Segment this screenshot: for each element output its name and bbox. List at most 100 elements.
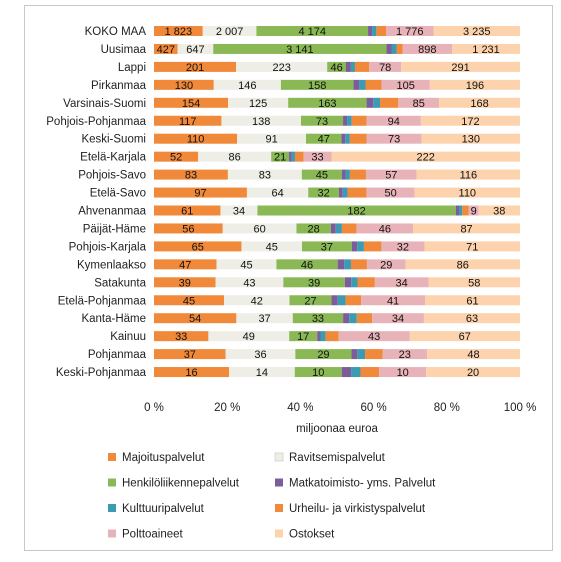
bar-segment [246,187,309,198]
data-label: 2 007 [216,26,244,38]
data-label: 3 141 [286,44,314,56]
data-label: 85 [413,98,425,110]
bar-segment [154,313,237,324]
bar-segment [154,331,209,342]
bar-segment [154,295,225,306]
legend-label: Ostokset [289,529,335,541]
data-label: 61 [181,206,193,218]
data-label: 78 [379,62,391,74]
data-label: 16 [185,367,197,379]
bar-segment [288,97,367,108]
bar-segment [468,205,479,216]
bar-segment [154,277,216,288]
bar-segment [396,43,403,54]
bar-segment [381,79,430,90]
data-label: 73 [316,116,328,128]
bar-segment [369,61,402,72]
category-label: Pohjois-Savo [78,170,146,182]
bar-segment [236,61,328,72]
x-tick-label: 0 % [144,402,164,414]
data-label: 41 [387,295,399,307]
bar-segment [343,115,348,126]
data-label: 67 [459,331,471,343]
bar-segment [294,367,342,378]
data-label: 63 [466,313,478,325]
bar-segment [221,115,301,126]
bar-segment [222,223,297,234]
bar-segment [347,187,367,198]
bar-segment [198,151,272,162]
bar-segment [308,187,339,198]
data-label: 61 [466,295,478,307]
bar-segment [353,79,360,90]
bar-segment [154,61,237,72]
data-label: 130 [175,80,193,92]
bar-segment [351,277,358,288]
bar-segment [154,349,226,360]
bar-segment [372,26,377,36]
data-label: 4 174 [298,26,326,38]
data-label: 49 [243,331,255,343]
data-label: 21 [274,152,286,164]
bar-segment [381,241,425,252]
bar-segment [291,151,295,162]
data-label: 10 [312,367,324,379]
data-label: 117 [179,116,197,128]
legend: Majoituspalvelut Ravitsemispalvelut Henkil… [108,452,436,541]
bar-segment [368,26,373,36]
data-label: 154 [182,98,200,110]
category-label: Etelä-Karjala [80,152,146,164]
bar-segment [216,259,277,270]
category-label: Etelä-Savo [90,188,146,200]
data-label: 32 [397,241,409,253]
bar-segment [317,331,321,342]
bar-segment [385,26,434,36]
bar-segment [241,241,303,252]
bar-segment [361,295,425,306]
category-label: Pohjois-Karjala [69,241,147,253]
data-label: 94 [388,116,400,128]
data-label: 38 [493,206,505,218]
data-label: 34 [396,277,408,289]
category-label: Päijät-Häme [83,223,146,235]
bar-segment [227,169,302,180]
bar-segment [459,205,463,216]
data-label: 54 [189,313,201,325]
data-label: 47 [318,134,330,146]
data-label: 33 [311,152,323,164]
bar-segment [215,277,284,288]
bar-segment [380,97,399,108]
data-label: 42 [251,295,263,307]
bar-segment [296,223,331,234]
bar-segment [402,43,453,54]
data-label: 34 [233,206,245,218]
bar-segment [154,367,230,378]
legend-swatch [274,452,284,462]
data-label: 43 [368,331,380,343]
chart-frame [24,5,553,551]
data-label: 222 [417,152,435,164]
bar-segment [391,43,397,54]
bar-segment [373,97,381,108]
data-label: 1 776 [396,26,424,38]
bar-segment [428,277,520,288]
bar-segment [220,205,258,216]
bar-segment [351,241,358,252]
bar-segment [424,295,520,306]
bar-segment [462,205,469,216]
x-tick-label: 100 % [504,402,537,414]
bar-segment [345,295,362,306]
data-label: 36 [254,349,266,361]
data-label: 33 [312,313,324,325]
category-label: Satakunta [94,277,146,289]
bar-segment [349,313,357,324]
bar-segment [423,313,520,324]
data-label: 57 [385,170,397,182]
data-label: 196 [466,80,484,92]
data-label: 29 [380,259,392,271]
bar-segment [177,43,214,54]
x-tick-label: 20 % [214,402,240,414]
data-label: 291 [451,62,469,74]
bar-segment [374,277,429,288]
bar-segment [398,97,440,108]
